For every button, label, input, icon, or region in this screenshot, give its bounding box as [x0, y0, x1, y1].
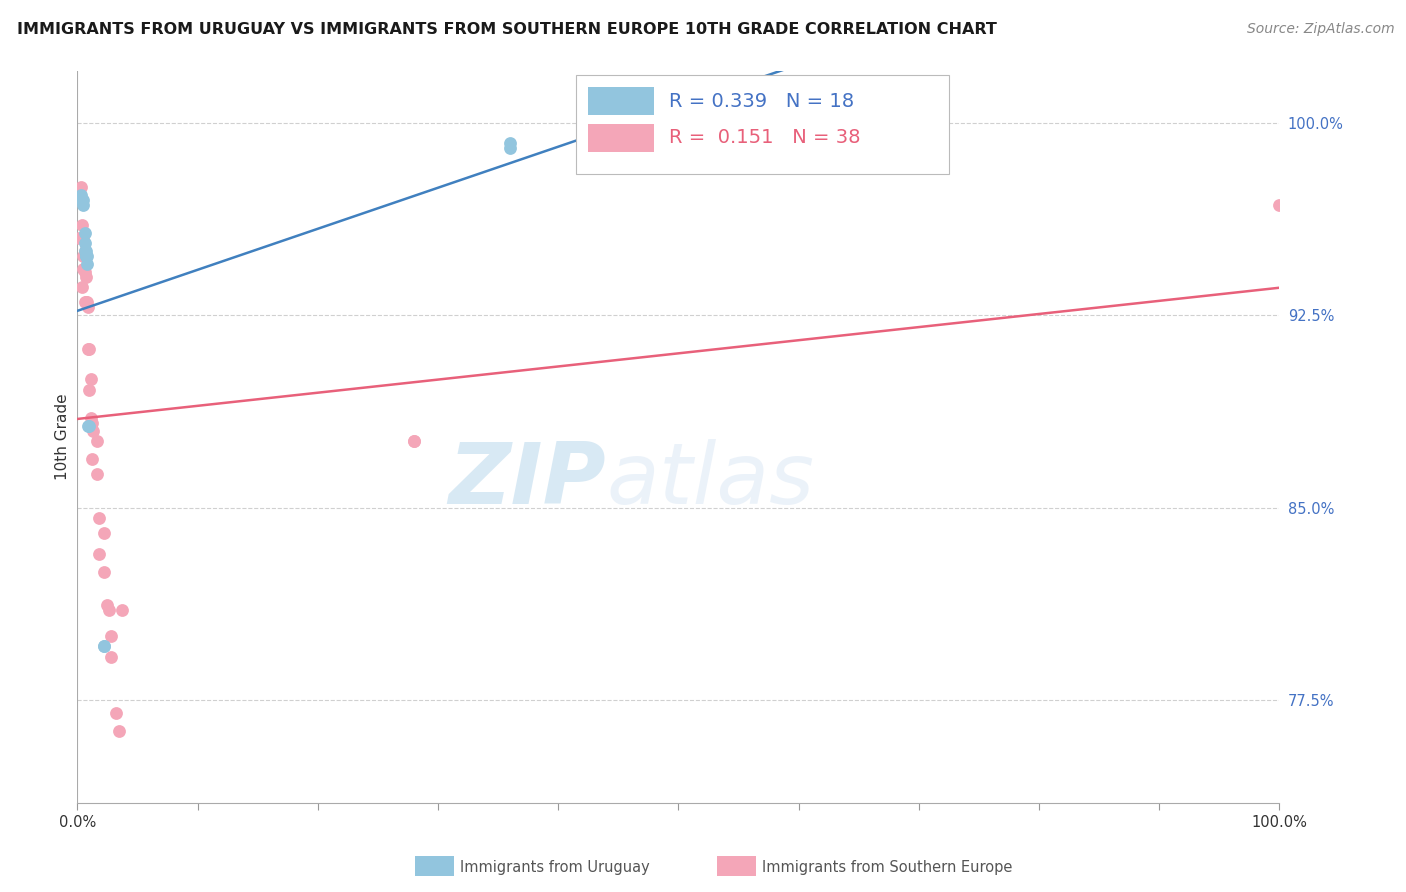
Point: [97, 603, 120, 617]
Point: [73, 226, 96, 240]
Point: [87, 511, 110, 525]
Point: [72, 193, 94, 207]
Point: [75, 269, 97, 284]
Point: [77, 342, 100, 356]
Point: [93, 526, 115, 541]
Text: Immigrants from Uruguay: Immigrants from Uruguay: [460, 860, 650, 874]
Point: [76, 257, 98, 271]
Point: [72, 231, 94, 245]
Point: [86, 467, 108, 482]
Point: [75, 244, 97, 258]
Point: [76, 295, 98, 310]
FancyBboxPatch shape: [576, 75, 949, 174]
Point: [1268, 198, 1291, 212]
Point: [70, 193, 93, 207]
Point: [79, 372, 101, 386]
Point: [79, 418, 101, 433]
Point: [402, 434, 425, 448]
Text: R =  0.151   N = 38: R = 0.151 N = 38: [669, 128, 860, 147]
Point: [93, 639, 115, 653]
Point: [72, 198, 94, 212]
Point: [75, 249, 97, 263]
Point: [76, 249, 98, 263]
Point: [87, 547, 110, 561]
Text: ZIP: ZIP: [449, 440, 606, 523]
Point: [77, 418, 100, 433]
Point: [73, 264, 96, 278]
Text: atlas: atlas: [606, 440, 814, 523]
Point: [70, 187, 93, 202]
Point: [93, 639, 115, 653]
Point: [73, 244, 96, 258]
Point: [73, 236, 96, 251]
Point: [80, 451, 103, 466]
Point: [72, 262, 94, 277]
Text: Source: ZipAtlas.com: Source: ZipAtlas.com: [1247, 22, 1395, 37]
Point: [79, 383, 101, 397]
Point: [79, 342, 101, 356]
FancyBboxPatch shape: [588, 87, 654, 115]
Point: [75, 249, 97, 263]
Y-axis label: 10th Grade: 10th Grade: [55, 393, 70, 481]
Point: [82, 424, 104, 438]
Point: [499, 141, 522, 155]
Point: [402, 434, 425, 448]
Point: [70, 280, 93, 294]
Point: [70, 219, 93, 233]
Point: [86, 434, 108, 448]
Point: [100, 629, 122, 643]
FancyBboxPatch shape: [588, 124, 654, 152]
Point: [111, 603, 134, 617]
Point: [80, 416, 103, 430]
Point: [77, 301, 100, 315]
Point: [93, 565, 115, 579]
Text: Immigrants from Southern Europe: Immigrants from Southern Europe: [762, 860, 1012, 874]
Point: [70, 179, 93, 194]
Point: [72, 249, 94, 263]
Point: [104, 706, 127, 720]
Point: [100, 649, 122, 664]
Point: [73, 295, 96, 310]
Point: [73, 244, 96, 258]
Point: [75, 295, 97, 310]
Point: [67, 231, 90, 245]
Point: [79, 410, 101, 425]
Point: [96, 598, 118, 612]
Text: IMMIGRANTS FROM URUGUAY VS IMMIGRANTS FROM SOUTHERN EUROPE 10TH GRADE CORRELATIO: IMMIGRANTS FROM URUGUAY VS IMMIGRANTS FR…: [17, 22, 997, 37]
Text: R = 0.339   N = 18: R = 0.339 N = 18: [669, 92, 853, 111]
Point: [499, 136, 522, 151]
Point: [108, 723, 131, 738]
